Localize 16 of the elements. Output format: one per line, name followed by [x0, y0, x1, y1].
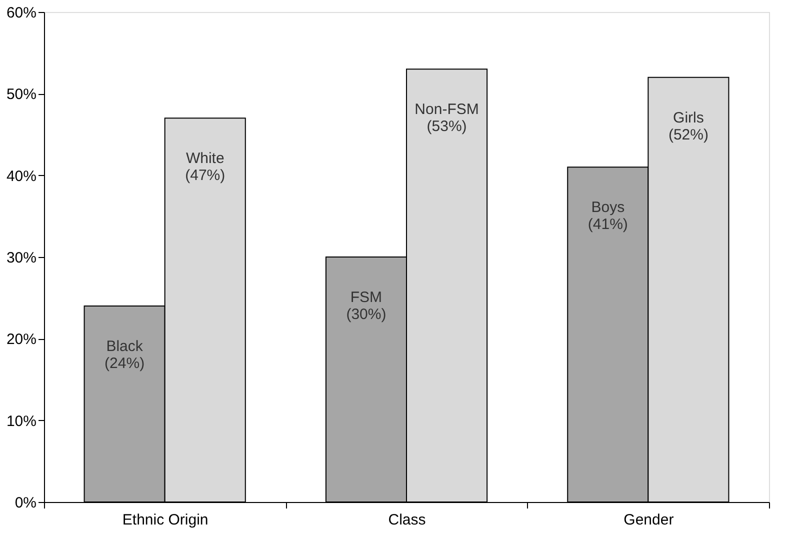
data-label: Boys (41%)	[588, 199, 628, 234]
data-label: Girls (52%)	[668, 109, 708, 144]
y-tick-label: 40%	[6, 168, 36, 185]
y-tick-label: 50%	[6, 86, 36, 104]
y-tick-label: 60%	[6, 4, 36, 22]
y-tick-label: 20%	[6, 331, 36, 348]
x-tick-label: Gender	[624, 512, 674, 528]
y-tick-label: 30%	[6, 250, 36, 266]
data-label: White (47%)	[185, 150, 226, 184]
y-tick-label: 0%	[14, 494, 36, 512]
y-tick-label: 10%	[6, 412, 36, 430]
data-label: FSM (30%)	[346, 289, 386, 323]
data-label: Black (24%)	[104, 338, 145, 372]
x-tick-label: Class	[388, 512, 426, 528]
x-tick-label: Ethnic Origin	[122, 512, 208, 528]
data-label: Non-FSM (53%)	[414, 101, 479, 136]
